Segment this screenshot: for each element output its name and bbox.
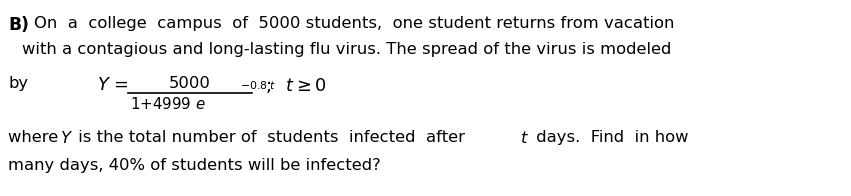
Text: 5000: 5000 bbox=[169, 76, 211, 91]
Text: =: = bbox=[113, 76, 128, 94]
Text: by: by bbox=[8, 76, 28, 91]
Text: $\mathdefault{-}$0.8 $t$: $\mathdefault{-}$0.8 $t$ bbox=[240, 79, 277, 91]
Text: with a contagious and long-lasting flu virus. The spread of the virus is modeled: with a contagious and long-lasting flu v… bbox=[22, 42, 671, 57]
Text: $;\ \ t\geq 0$: $;\ \ t\geq 0$ bbox=[265, 76, 327, 95]
Text: $Y$: $Y$ bbox=[97, 76, 111, 94]
Text: $t$: $t$ bbox=[520, 130, 529, 146]
Text: B): B) bbox=[8, 16, 29, 34]
Text: $Y$: $Y$ bbox=[60, 130, 73, 146]
Text: is the total number of  students  infected  after: is the total number of students infected… bbox=[73, 130, 471, 145]
Text: 1+4999 $e$: 1+4999 $e$ bbox=[130, 96, 206, 112]
Text: where: where bbox=[8, 130, 64, 145]
Text: days.  Find  in how: days. Find in how bbox=[531, 130, 688, 145]
Text: many days, 40% of students will be infected?: many days, 40% of students will be infec… bbox=[8, 158, 380, 173]
Text: On  a  college  campus  of  5000 students,  one student returns from vacation: On a college campus of 5000 students, on… bbox=[34, 16, 674, 31]
